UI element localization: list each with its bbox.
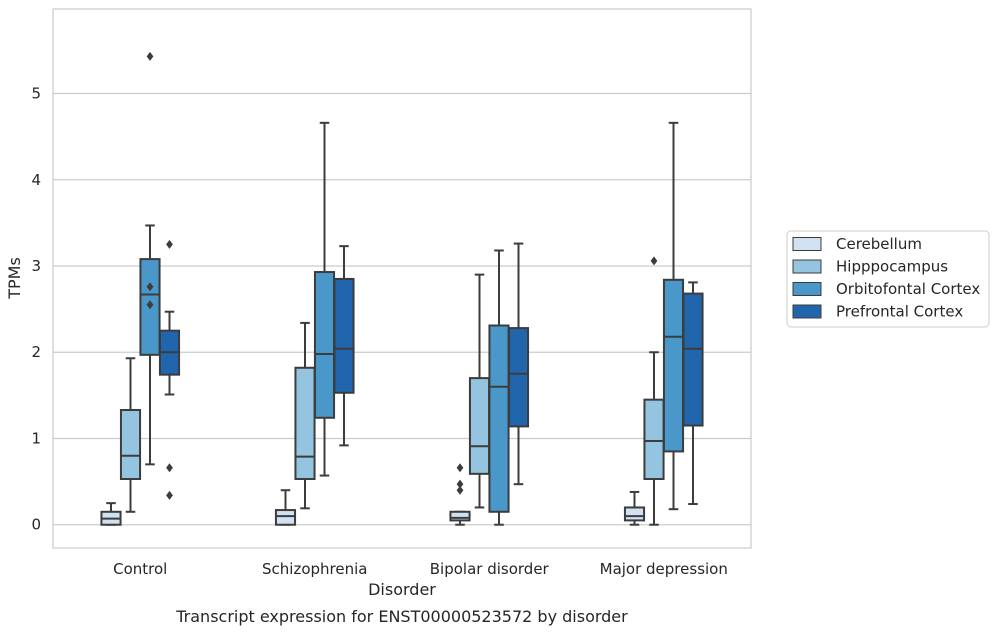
outlier-point (166, 463, 173, 473)
box-prefrontal-cortex-1 (333, 245, 355, 447)
box-orbitofontal-cortex-2 (488, 249, 510, 526)
box-orbitofontal-cortex-0 (139, 51, 161, 466)
y-tick-labels: 0 1 2 3 4 5 (31, 85, 41, 534)
box-cerebellum-1 (274, 489, 297, 526)
box-hipppocampus-1 (294, 321, 316, 510)
box-iqr (294, 366, 316, 481)
box-prefrontal-cortex-2 (507, 242, 530, 486)
y-tick-label: 5 (31, 85, 41, 103)
plot-frame (52, 8, 752, 549)
box-hipppocampus-0 (119, 357, 142, 513)
y-tick-label: 1 (31, 429, 41, 447)
box-iqr (468, 377, 491, 475)
box-prefrontal-cortex-0 (158, 239, 181, 500)
box-iqr (643, 398, 665, 481)
legend-entry: Orbitofontal Cortex (836, 280, 980, 298)
box-iqr (623, 506, 646, 522)
outlier-point (146, 282, 154, 292)
box-cerebellum-3 (623, 490, 646, 526)
y-tick-label: 0 (31, 516, 41, 534)
x-axis-label: Disorder (368, 580, 436, 599)
y-tick-label: 4 (31, 171, 41, 189)
legend-entry: Hipppocampus (836, 258, 948, 276)
legend-swatch (792, 282, 822, 296)
outlier-point (146, 300, 154, 310)
box-cerebellum-2 (449, 463, 471, 526)
box-iqr (662, 278, 685, 453)
box-iqr (119, 409, 142, 481)
x-tick-labels: Control Schizophrenia Bipolar disorder Majo… (113, 560, 728, 578)
legend-swatch (792, 304, 822, 319)
box-iqr (488, 324, 510, 513)
x-tick-label: Major depression (600, 560, 728, 578)
box-iqr (333, 277, 355, 394)
outlier-point (456, 485, 464, 495)
y-tick-label: 3 (31, 257, 41, 275)
box-cerebellum-0 (100, 502, 122, 526)
box-hipppocampus-2 (468, 273, 491, 509)
x-tick-label: Control (113, 560, 167, 578)
box-prefrontal-cortex-3 (682, 281, 704, 506)
outlier-point (456, 479, 464, 489)
legend-swatch (792, 259, 822, 274)
box-iqr (274, 509, 297, 526)
outlier-point (146, 51, 154, 61)
y-tick-label: 2 (31, 343, 41, 361)
box-iqr (313, 271, 336, 419)
box-orbitofontal-cortex-1 (313, 121, 336, 477)
outlier-point (166, 239, 173, 249)
legend-entry: Cerebellum (836, 235, 922, 253)
box-iqr (449, 510, 471, 522)
legend-swatch (792, 237, 822, 251)
x-tick-label: Bipolar disorder (430, 560, 550, 578)
legend: Cerebellum Hipppocampus Orbitofontal Corte… (786, 230, 990, 328)
x-tick-label: Schizophrenia (262, 560, 367, 578)
chart-caption: Transcript expression for ENST0000052357… (175, 607, 628, 626)
box-series (100, 51, 704, 526)
box-orbitofontal-cortex-3 (662, 121, 685, 511)
outlier-point (456, 463, 464, 473)
legend-frame (786, 230, 990, 328)
legend-entry: Prefrontal Cortex (836, 303, 963, 321)
y-axis-label: TPMs (5, 257, 24, 300)
box-iqr (682, 292, 704, 427)
outlier-point (166, 490, 173, 500)
box-hipppocampus-3 (643, 256, 665, 526)
outlier-point (650, 256, 658, 266)
box-iqr (507, 327, 530, 428)
